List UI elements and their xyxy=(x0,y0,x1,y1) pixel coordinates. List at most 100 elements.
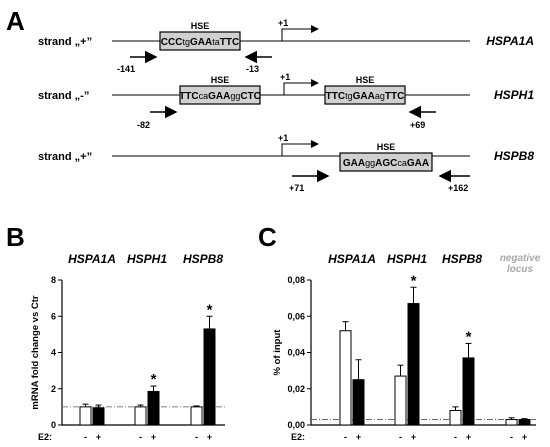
treatment-plus-label: + xyxy=(96,432,101,442)
hse-sequence-segment: ca xyxy=(199,91,209,101)
strand-label: strand „+” xyxy=(38,151,92,163)
bar-e2 xyxy=(203,328,216,426)
hse-sequence-segment: tg xyxy=(182,37,190,47)
hse-sequence-segment: CTC xyxy=(240,91,261,102)
reverse-primer-position: +69 xyxy=(410,120,425,130)
bar-e2 xyxy=(352,379,365,426)
tss-arrow xyxy=(281,25,319,41)
treatment-axis-label: E2: xyxy=(291,432,305,442)
y-tick-label: 0,00 xyxy=(287,420,305,430)
hse-sequence: TTCtgGAAagTTC xyxy=(326,91,405,102)
y-tick-label: 0 xyxy=(51,420,56,430)
treatment-plus-label: + xyxy=(207,432,212,442)
hse-sequence-segment: TTC xyxy=(385,91,404,102)
treatment-minus-label: - xyxy=(195,432,198,442)
strand-label: strand „-” xyxy=(38,90,89,102)
hse-sequence-segment: TTC xyxy=(326,91,345,102)
hse-label: HSE xyxy=(191,21,210,31)
forward-primer-position: -141 xyxy=(117,64,135,74)
group-label: HSPA1A xyxy=(328,252,376,266)
significance-star: * xyxy=(151,371,157,388)
bar-control xyxy=(190,406,203,426)
hse-box xyxy=(179,85,261,105)
panel-label: B xyxy=(6,222,25,252)
treatment-minus-label: - xyxy=(139,432,142,442)
significance-star: * xyxy=(411,272,417,289)
treatment-plus-label: + xyxy=(411,432,416,442)
tss-arrow xyxy=(283,79,319,95)
group-label-line: negative xyxy=(500,253,541,264)
y-tick-label: 0,02 xyxy=(287,384,305,394)
treatment-plus-label: + xyxy=(522,432,527,442)
y-tick-label: 8 xyxy=(51,275,56,285)
hse-sequence-segment: GAA xyxy=(190,37,212,48)
tss-label: +1 xyxy=(278,133,288,143)
hse-box xyxy=(159,31,241,51)
treatment-minus-label: - xyxy=(510,432,513,442)
bar-e2 xyxy=(518,419,531,426)
y-tick-label: 0,04 xyxy=(287,348,305,358)
hse-sequence-segment: AGC xyxy=(375,158,397,169)
y-tick-label: 6 xyxy=(51,311,56,321)
hse-sequence-segment: TTC xyxy=(220,37,239,48)
group-label: negative locus xyxy=(500,253,541,275)
reverse-primer-position: -13 xyxy=(246,64,259,74)
group-label: HSPA1A xyxy=(68,252,116,266)
y-tick-label: 4 xyxy=(51,348,56,358)
bar-control xyxy=(339,330,352,426)
treatment-minus-label: - xyxy=(84,432,87,442)
hse-sequence-segment: ca xyxy=(397,158,407,168)
bar-e2 xyxy=(462,357,475,426)
group-label: HSPB8 xyxy=(183,252,223,266)
hse-sequence: CCCtgGAAtaTTC xyxy=(161,37,239,48)
gene-label: HSPB8 xyxy=(494,149,534,163)
bar-e2 xyxy=(407,303,420,426)
hse-sequence-segment: ag xyxy=(375,91,385,101)
bar-control xyxy=(394,375,407,426)
forward-primer-position: -82 xyxy=(137,120,150,130)
promoter-row-hspa1a: strand „+” HSE CCCtgGAAtaTTC +1 -141 -13… xyxy=(38,18,534,74)
y-axis-label: mRNA fold change vs Ctr xyxy=(30,295,41,409)
hse-sequence-segment: GAA xyxy=(353,91,375,102)
group-label: HSPH1 xyxy=(127,252,167,266)
tss-label: +1 xyxy=(280,72,290,82)
hse-label: HSE xyxy=(356,75,375,85)
hse-box xyxy=(324,85,406,105)
bar-control xyxy=(79,406,92,426)
gene-label: HSPA1A xyxy=(486,34,534,48)
y-tick-label: 2 xyxy=(51,384,56,394)
hse-sequence-segment: ta xyxy=(212,37,220,47)
bar-control xyxy=(505,419,518,426)
hse-sequence: TTCcaGAAggCTC xyxy=(179,91,261,102)
bar-control xyxy=(449,410,462,426)
treatment-minus-label: - xyxy=(454,432,457,442)
hse-sequence-segment: tg xyxy=(345,91,353,101)
panel-a-label: A xyxy=(6,6,25,36)
chart-c-chip-percent-input: C 0,00 0,02 0,04 0,06 0,08 % of input E2: HSPA1A… xyxy=(258,222,541,442)
hse-sequence-segment: TTC xyxy=(179,91,198,102)
hse-sequence-segment: GAA xyxy=(208,91,230,102)
promoter-row-hspb8: strand „+” +1 HSE GAAggAGCcaGAA +71 +162… xyxy=(38,133,534,193)
hse-sequence-segment: gg xyxy=(365,158,375,168)
forward-primer-position: +71 xyxy=(289,183,304,193)
hse-sequence: GAAggAGCcaGAA xyxy=(343,158,429,169)
bar-control xyxy=(134,406,147,426)
reverse-primer-position: +162 xyxy=(448,183,468,193)
significance-star: * xyxy=(207,301,213,318)
panel-label: C xyxy=(258,222,277,252)
strand-label: strand „+” xyxy=(38,36,92,48)
significance-star: * xyxy=(466,328,472,345)
hse-label: HSE xyxy=(211,75,230,85)
tss-arrow xyxy=(281,140,319,156)
promoter-row-hsph1: strand „-” HSE TTCcaGAAggCTC +1 HSE TTCt… xyxy=(38,72,534,130)
treatment-plus-label: + xyxy=(356,432,361,442)
treatment-plus-label: + xyxy=(151,432,156,442)
hse-sequence-segment: CCC xyxy=(161,37,183,48)
treatment-minus-label: - xyxy=(344,432,347,442)
treatment-plus-label: + xyxy=(466,432,471,442)
group-label: HSPH1 xyxy=(387,252,427,266)
group-label: HSPB8 xyxy=(442,252,482,266)
y-axis-label: % of input xyxy=(272,329,283,376)
group-label-line: locus xyxy=(507,264,534,275)
